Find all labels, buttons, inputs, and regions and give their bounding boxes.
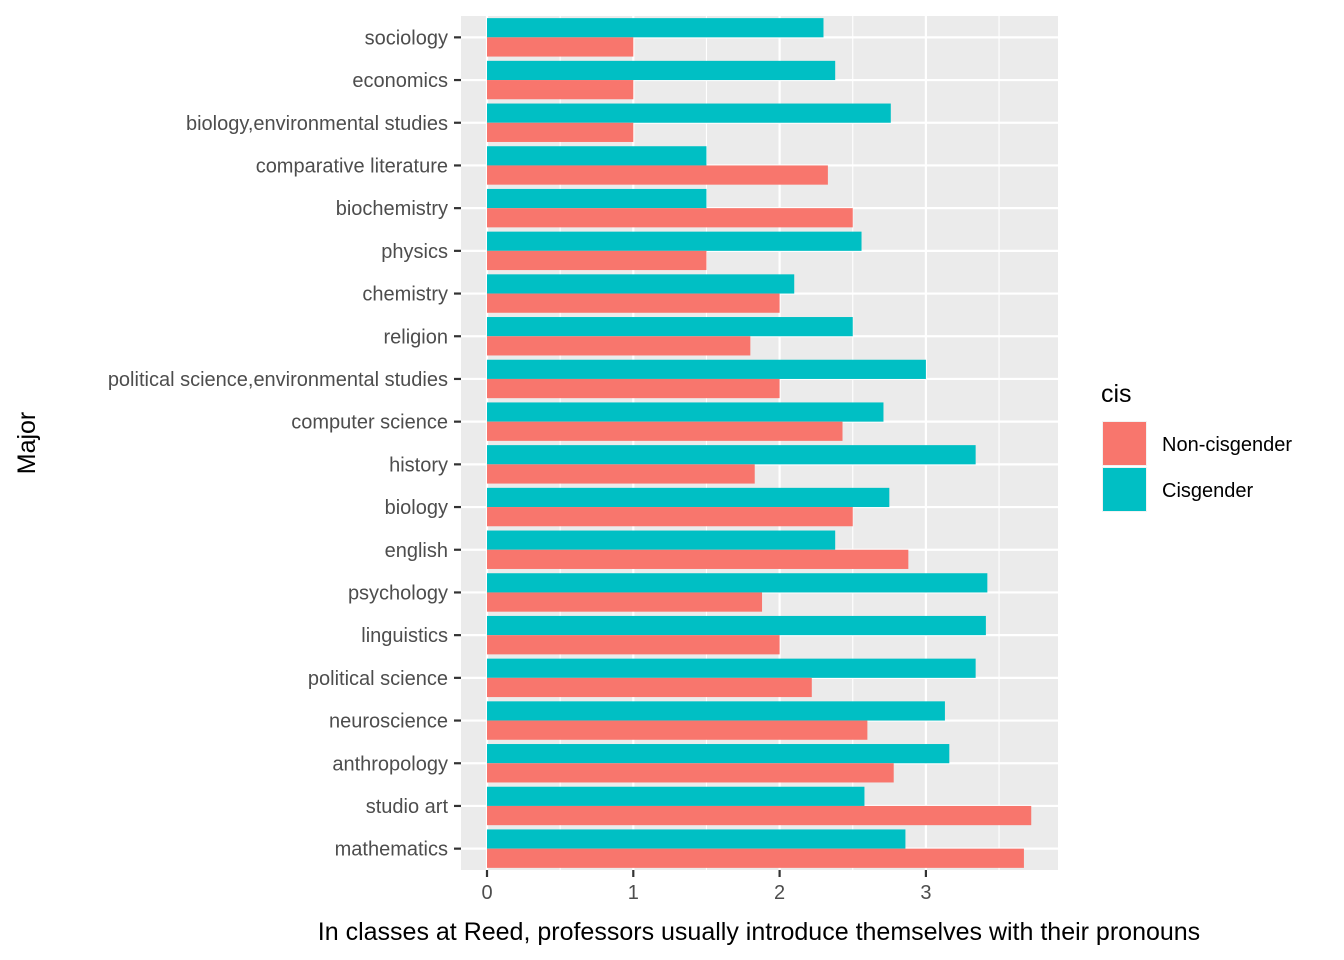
y-tick-label: biology,environmental studies	[186, 113, 448, 135]
bar-non-cisgender	[487, 720, 868, 740]
y-tick-label: biochemistry	[336, 198, 448, 220]
legend-swatch	[1103, 468, 1146, 511]
y-tick-label: political science	[308, 668, 448, 690]
y-tick-label: biology	[385, 497, 448, 519]
legend-label: Non-cisgender	[1162, 434, 1292, 456]
bar-cisgender	[487, 530, 836, 550]
x-tick-label: 3	[920, 882, 931, 904]
bar-non-cisgender	[487, 165, 828, 185]
bar-non-cisgender	[487, 507, 853, 527]
bar-cisgender	[487, 445, 976, 465]
bar-cisgender	[487, 786, 865, 806]
bar-non-cisgender	[487, 805, 1032, 826]
bar-non-cisgender	[487, 763, 894, 783]
y-tick-label: mathematics	[335, 839, 448, 861]
y-tick-label: neuroscience	[329, 711, 448, 733]
plot-panel	[461, 16, 1058, 870]
bar-non-cisgender	[487, 464, 755, 484]
legend: cis Non-cisgender Cisgender	[1101, 380, 1292, 512]
bar-cisgender	[487, 701, 945, 721]
bar-non-cisgender	[487, 549, 909, 569]
y-tick-label: psychology	[348, 582, 448, 604]
y-tick-label: english	[385, 540, 448, 562]
bar-non-cisgender	[487, 421, 843, 441]
x-tick-label: 2	[774, 882, 785, 904]
bar-cisgender	[487, 274, 795, 294]
y-tick-label: anthropology	[332, 753, 448, 775]
y-tick-label: history	[389, 454, 448, 476]
bar-cisgender	[487, 317, 853, 337]
bar-non-cisgender	[487, 37, 634, 57]
bar-non-cisgender	[487, 378, 780, 399]
bar-non-cisgender	[487, 336, 751, 356]
x-tick-label: 1	[628, 882, 639, 904]
x-tick-label: 0	[481, 882, 492, 904]
bar-cisgender	[487, 658, 976, 678]
bar-cisgender	[487, 103, 891, 123]
y-tick-label: economics	[352, 70, 448, 92]
bar-non-cisgender	[487, 848, 1024, 868]
bar-non-cisgender	[487, 122, 634, 142]
y-tick-label: religion	[384, 326, 448, 348]
legend-label: Cisgender	[1162, 480, 1254, 502]
y-tick-label: physics	[381, 241, 448, 263]
bar-cisgender	[487, 60, 836, 81]
legend-swatch	[1103, 422, 1146, 465]
x-axis-title: In classes at Reed, professors usually i…	[318, 918, 1200, 946]
y-tick-label: studio art	[366, 796, 449, 818]
x-axis: 0 1 2 3	[481, 870, 931, 904]
bar-non-cisgender	[487, 208, 853, 228]
bars	[487, 18, 1032, 868]
bar-cisgender	[487, 231, 862, 251]
bar-cisgender	[487, 402, 884, 422]
y-tick-label: political science,environmental studies	[108, 369, 448, 391]
y-tick-label: computer science	[291, 412, 448, 434]
bar-cisgender	[487, 188, 707, 209]
bar-cisgender	[487, 18, 824, 38]
bar-non-cisgender	[487, 250, 707, 271]
legend-title: cis	[1101, 380, 1132, 408]
y-tick-label: linguistics	[361, 625, 448, 647]
bar-non-cisgender	[487, 677, 812, 698]
y-axis: sociology economics biology,environmental …	[108, 27, 461, 861]
bar-cisgender	[487, 487, 890, 508]
bar-non-cisgender	[487, 293, 780, 313]
bar-non-cisgender	[487, 592, 763, 612]
bar-cisgender	[487, 573, 988, 593]
bar-cisgender	[487, 359, 926, 379]
y-tick-label: sociology	[365, 27, 448, 49]
bar-non-cisgender	[487, 635, 780, 655]
bar-cisgender	[487, 615, 986, 636]
bar-non-cisgender	[487, 80, 634, 100]
bar-cisgender	[487, 829, 906, 849]
bar-cisgender	[487, 146, 707, 166]
y-tick-label: comparative literature	[256, 155, 448, 177]
y-tick-label: chemistry	[362, 284, 448, 306]
bar-cisgender	[487, 744, 950, 764]
y-axis-title: Major	[13, 412, 41, 475]
